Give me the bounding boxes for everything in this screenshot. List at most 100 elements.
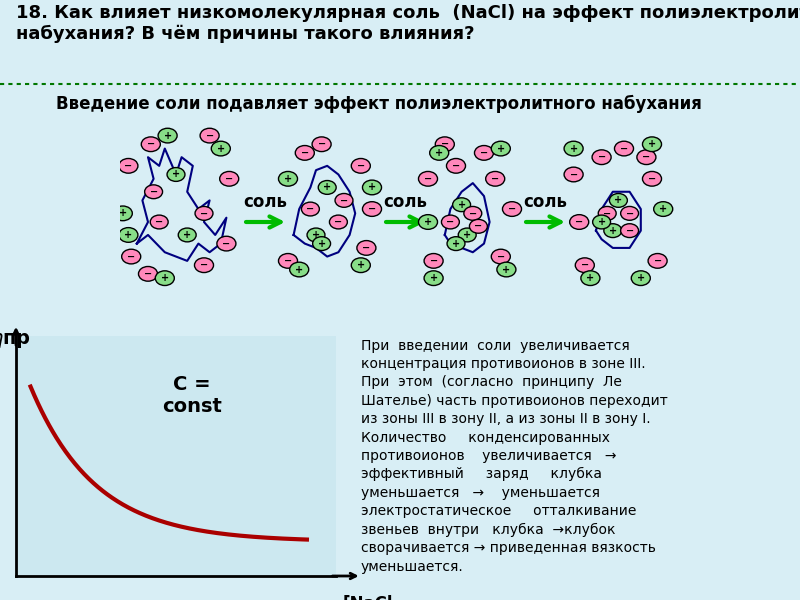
Circle shape [464, 206, 482, 220]
Text: −: − [222, 239, 230, 248]
Circle shape [564, 167, 583, 182]
Circle shape [330, 215, 347, 229]
Text: −: − [424, 174, 432, 184]
Circle shape [491, 249, 510, 264]
Text: +: + [124, 230, 133, 240]
Text: −: − [508, 204, 516, 214]
Text: −: − [575, 217, 583, 227]
Circle shape [138, 266, 158, 281]
Text: −: − [150, 187, 158, 197]
Text: −: − [146, 139, 155, 149]
Circle shape [114, 206, 132, 221]
Text: +: + [183, 230, 191, 240]
Text: −: − [357, 161, 365, 171]
Circle shape [470, 220, 487, 233]
Circle shape [604, 224, 622, 238]
Text: −: − [570, 169, 578, 179]
Text: +: + [452, 239, 460, 248]
Circle shape [313, 236, 330, 251]
Circle shape [351, 158, 370, 173]
Text: −: − [626, 226, 634, 236]
Text: −: − [491, 174, 499, 184]
Text: −: − [626, 208, 634, 218]
Text: −: − [441, 139, 449, 149]
Circle shape [351, 258, 370, 272]
Circle shape [178, 228, 196, 242]
Circle shape [642, 137, 662, 152]
Circle shape [570, 215, 589, 229]
Circle shape [119, 158, 138, 173]
Circle shape [581, 271, 600, 286]
Circle shape [211, 141, 230, 156]
Circle shape [486, 172, 505, 186]
Circle shape [593, 215, 610, 229]
Circle shape [575, 258, 594, 272]
Circle shape [142, 137, 160, 152]
Text: −: − [446, 217, 454, 227]
Circle shape [424, 271, 443, 286]
Text: −: − [581, 260, 589, 270]
Text: +: + [318, 239, 326, 248]
Text: +: + [323, 182, 331, 193]
Text: соль: соль [244, 193, 288, 211]
Circle shape [631, 271, 650, 286]
Circle shape [598, 206, 616, 220]
Text: +: + [435, 148, 443, 158]
Text: −: − [469, 208, 477, 218]
Circle shape [474, 146, 494, 160]
Text: соль: соль [384, 193, 427, 211]
Text: +: + [161, 273, 169, 283]
Text: −: − [368, 204, 376, 214]
Text: −: − [474, 221, 482, 232]
Text: −: − [480, 148, 488, 158]
Text: +: + [458, 200, 466, 210]
Text: C =
const: C = const [162, 376, 222, 416]
Circle shape [362, 180, 382, 195]
Text: −: − [200, 208, 208, 218]
Text: +: + [424, 217, 432, 227]
Circle shape [491, 141, 510, 156]
Text: соль: соль [523, 193, 567, 211]
Circle shape [592, 150, 611, 164]
Text: +: + [598, 217, 606, 227]
Text: −: − [654, 256, 662, 266]
Circle shape [122, 249, 141, 264]
Circle shape [158, 128, 177, 143]
Text: +: + [368, 182, 376, 193]
Circle shape [621, 206, 638, 220]
Text: −: − [206, 131, 214, 140]
Circle shape [357, 241, 376, 255]
Text: −: − [598, 152, 606, 162]
Circle shape [621, 224, 638, 238]
Text: −: − [497, 251, 505, 262]
Text: −: − [200, 260, 208, 270]
Text: −: − [306, 204, 314, 214]
Circle shape [220, 172, 238, 186]
Circle shape [194, 258, 214, 272]
Circle shape [424, 254, 443, 268]
Text: Введение соли подавляет эффект полиэлектролитного набухания: Введение соли подавляет эффект полиэлект… [56, 95, 702, 113]
Text: При  введении  соли  увеличивается
концентрация противоионов в зоне III.
При  эт: При введении соли увеличивается концентр… [361, 338, 668, 574]
Text: −: − [334, 217, 342, 227]
Circle shape [430, 146, 449, 160]
Circle shape [435, 137, 454, 152]
Text: −: − [124, 161, 133, 171]
Text: +: + [648, 139, 656, 149]
Circle shape [458, 228, 476, 242]
Circle shape [290, 262, 309, 277]
Circle shape [295, 146, 314, 160]
Circle shape [318, 181, 336, 194]
Circle shape [362, 202, 382, 217]
Text: −: − [301, 148, 309, 158]
Circle shape [155, 271, 174, 286]
Circle shape [200, 128, 219, 143]
Text: −: − [452, 161, 460, 171]
Text: +: + [463, 230, 471, 240]
Text: +: + [357, 260, 365, 270]
Circle shape [447, 236, 465, 251]
Text: $\eta$пр: $\eta$пр [0, 331, 31, 350]
Text: −: − [362, 243, 370, 253]
Circle shape [312, 137, 331, 152]
Text: −: − [127, 251, 135, 262]
Circle shape [195, 206, 213, 220]
